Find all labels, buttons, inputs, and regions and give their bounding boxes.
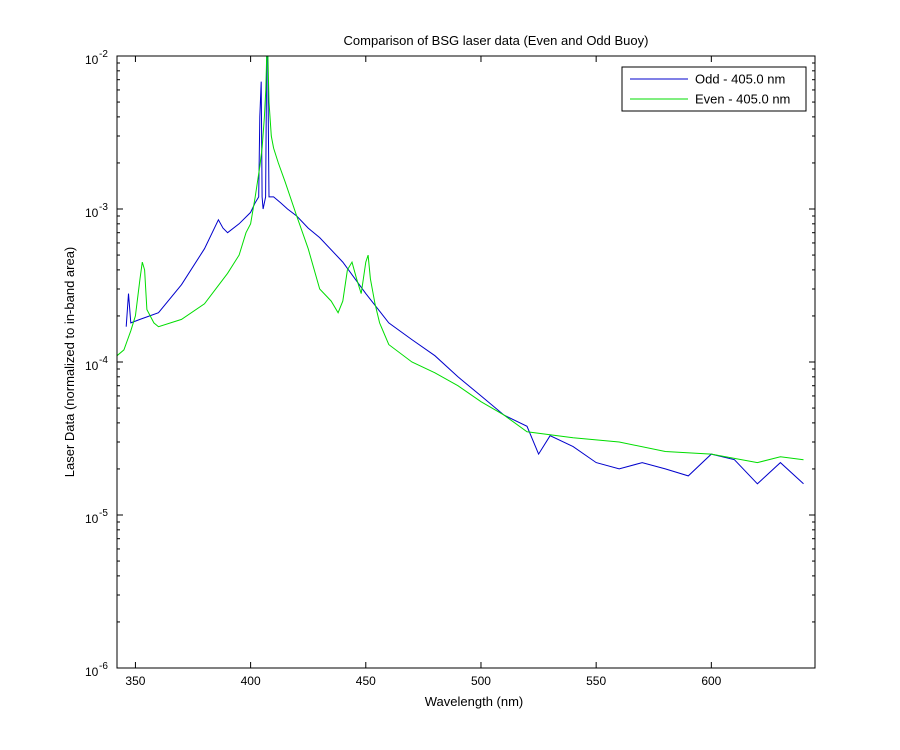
- y-tick-label-exponent: -5: [99, 508, 108, 519]
- y-tick-label: 10: [85, 359, 99, 373]
- y-tick-label: 10: [85, 53, 99, 67]
- x-tick-label: 500: [471, 674, 491, 688]
- x-tick-label: 600: [701, 674, 721, 688]
- y-tick-label: 10: [85, 512, 99, 526]
- legend-box: [621, 66, 807, 112]
- y-tick-label-exponent: -4: [99, 355, 108, 366]
- legend-even-label: Even - 405.0 nm: [695, 92, 790, 107]
- y-tick-label: 10: [85, 665, 99, 679]
- y-tick-label-exponent: -3: [99, 202, 108, 213]
- x-tick-label: 400: [241, 674, 261, 688]
- x-axis-label: Wavelength (nm): [425, 694, 524, 709]
- legend-odd-label: Odd - 405.0 nm: [695, 72, 785, 87]
- y-tick-label-exponent: -2: [99, 49, 108, 60]
- y-axis-label: Laser Data (normalized to in-band area): [62, 247, 77, 478]
- y-tick-label-exponent: -6: [99, 661, 108, 672]
- legend: Odd - 405.0 nm Even - 405.0 nm: [621, 66, 807, 112]
- y-tick-label: 10: [85, 206, 99, 220]
- x-tick-label: 350: [125, 674, 145, 688]
- plot-layer: [117, 56, 804, 485]
- series-line-even: [117, 56, 804, 464]
- x-tick-label: 450: [356, 674, 376, 688]
- x-tick-label: 550: [586, 674, 606, 688]
- chart-title: Comparison of BSG laser data (Even and O…: [344, 33, 649, 48]
- series-line-odd: [125, 56, 804, 485]
